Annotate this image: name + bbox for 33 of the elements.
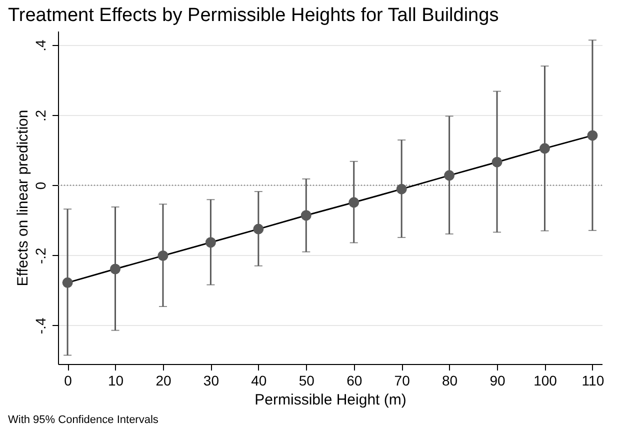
x-tick-label: 80 (442, 372, 458, 388)
point (205, 237, 216, 248)
x-tick-label: 90 (490, 372, 506, 388)
point (62, 277, 73, 288)
x-tick-label: 20 (156, 372, 172, 388)
point (539, 143, 550, 154)
y-axis-title: Effects on linear prediction (14, 110, 32, 286)
y-tick-label: .4 (32, 39, 48, 52)
x-axis-title: Permissible Height (m) (254, 392, 406, 408)
x-tick-label: 110 (582, 372, 604, 388)
x-tick-label: 0 (64, 372, 72, 388)
x-tick-label: 10 (108, 372, 124, 388)
y-tick-label: -.4 (32, 318, 48, 334)
x-tick-label: 30 (203, 372, 220, 388)
point (300, 210, 312, 221)
point (492, 156, 502, 168)
text: With 95% Confidence Intervals (8, 414, 159, 426)
chart-title: Treatment Effects by Permissible Heights for Tall Buildings (8, 5, 499, 26)
y-tick-label: 0 (32, 182, 48, 190)
point (396, 184, 407, 194)
point (158, 250, 168, 261)
x-tick-label: 100 (534, 372, 558, 388)
x-tick-label: 40 (251, 372, 267, 388)
point (110, 264, 121, 274)
point (348, 197, 360, 208)
y-tick-label: .2 (32, 110, 48, 122)
x-tick-label: 60 (346, 372, 362, 388)
point (253, 224, 264, 234)
point (587, 130, 598, 141)
y-tick-label: -.2 (32, 247, 48, 264)
x-tick-label: 50 (298, 372, 315, 388)
point (444, 170, 455, 181)
x-tick-label: 70 (394, 372, 410, 388)
